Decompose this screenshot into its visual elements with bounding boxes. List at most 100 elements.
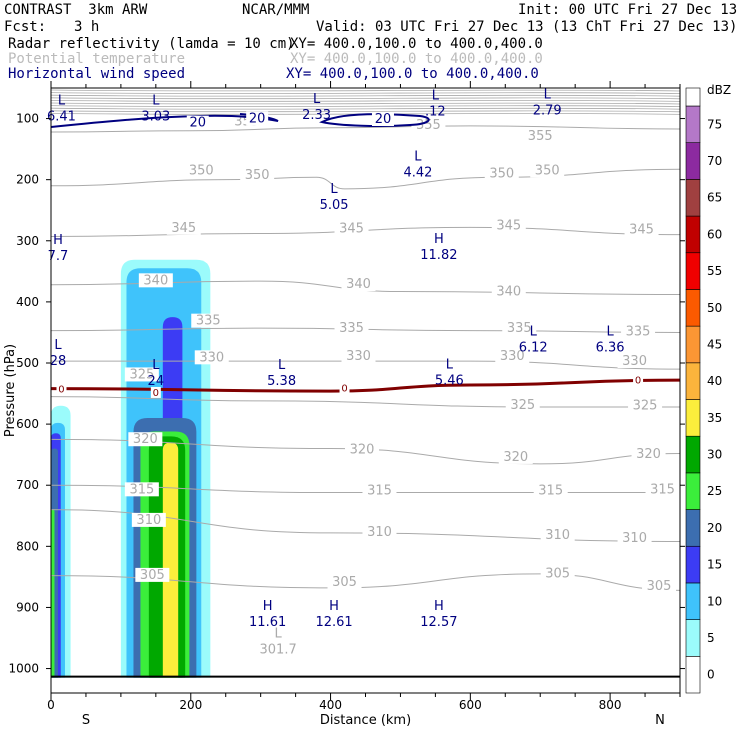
x-end-label-north: N	[655, 713, 665, 728]
y-tick-label: 1000	[8, 662, 39, 676]
theta-label-bg	[495, 349, 530, 364]
field-reflectivity-xy: XY= 400.0,100.0 to 400.0,400.0	[290, 36, 543, 52]
extremum-high-marker: H	[434, 599, 444, 614]
extremum-value: 11.61	[249, 615, 286, 630]
theta-label-315: 315	[538, 484, 563, 499]
theta-contour-305	[51, 573, 680, 591]
theta-label-bg	[341, 349, 376, 364]
colorbar-label-5: 5	[707, 631, 715, 645]
theta-label-335: 335	[507, 321, 532, 336]
wind-label-bg	[186, 115, 209, 130]
extremum-high-marker: H	[263, 599, 273, 614]
extremum-low-marker: L	[152, 358, 160, 373]
extremum-value: 7.7	[48, 249, 69, 264]
theta-label-345: 345	[171, 221, 196, 236]
extremum-value: 11.82	[420, 248, 457, 263]
freezing-level-contour: 0 0 0 0	[51, 374, 680, 678]
theta-label-325: 325	[633, 399, 658, 414]
reflectivity-cell-0-level-25	[51, 509, 55, 678]
theta-label-bg	[327, 575, 362, 590]
theta-label-bg	[491, 218, 526, 233]
theta-label-bg	[341, 277, 376, 291]
theta-label-bg	[617, 531, 652, 546]
theta-label-345: 345	[629, 223, 654, 238]
extremum-value: 5.05	[320, 198, 349, 213]
theta-label-bg	[523, 129, 558, 144]
x-end-label-south: S	[82, 713, 90, 728]
upper-isentrope	[51, 100, 680, 102]
theta-label-335: 335	[626, 325, 651, 340]
field-wind-name: Horizontal wind speed	[8, 66, 186, 82]
colorbar-swatch-70	[685, 142, 701, 180]
field-reflectivity-name: Radar reflectivity (lamda = 10 cm)	[8, 36, 295, 52]
theta-label-345: 345	[339, 221, 364, 236]
theta-label-330: 330	[199, 350, 224, 365]
theta-label-bg	[194, 350, 229, 365]
extremum-value: 6.41	[47, 109, 76, 124]
theta-label-340: 340	[346, 277, 371, 292]
theta-label-350: 350	[535, 163, 560, 178]
extremum-low-marker: L	[446, 357, 454, 372]
theta-label-305: 305	[545, 567, 570, 582]
colorbar-label-0: 0	[707, 668, 715, 682]
extremum-low-marker: L	[544, 87, 552, 102]
colorbar-swatch-45	[685, 325, 701, 364]
upper-isentrope	[51, 94, 680, 97]
extremum-value: 12.57	[420, 615, 457, 630]
theta-label-bg	[645, 482, 680, 497]
theta-label-325: 325	[129, 367, 154, 382]
theta-label-bg	[533, 483, 568, 498]
theta-label-bg	[124, 482, 159, 497]
theta-contour-325	[51, 396, 680, 408]
extremum-high-marker: H	[329, 599, 339, 614]
extremum-value: 5.46	[435, 373, 464, 388]
zero-label-bg	[56, 383, 67, 395]
colorbar-label-65: 65	[707, 191, 722, 205]
theta-label-bg	[628, 398, 663, 413]
theta-label-bg	[128, 432, 163, 447]
extremum-low-marker: L	[275, 626, 283, 641]
extremum-low-marker: L	[152, 93, 160, 108]
colorbar-label-10: 10	[707, 594, 722, 608]
zero-label: 0	[635, 376, 641, 387]
theta-label-340: 340	[143, 273, 168, 288]
y-tick-label: 400	[16, 295, 39, 309]
colorbar-label-35: 35	[707, 411, 722, 425]
forecast-hour: 3 h	[74, 19, 100, 35]
theta-label-345: 345	[496, 218, 521, 233]
wind-label-20: 20	[189, 116, 206, 131]
theta-label-330: 330	[500, 349, 525, 364]
colorbar-unit: dBZ	[707, 83, 731, 97]
colorbar-swatch-35	[685, 399, 701, 437]
upper-isentrope	[51, 110, 680, 113]
x-axis-title: Distance (km)	[320, 713, 411, 728]
theta-label-bg	[411, 118, 446, 133]
y-tick-label: 600	[16, 417, 39, 431]
theta-label-bg	[138, 273, 173, 288]
extremum-low-marker: L	[54, 338, 62, 353]
extremum-value: .12	[425, 105, 446, 120]
theta-contour-320	[51, 438, 680, 465]
forecast-label: Fcst:	[4, 19, 47, 35]
colorbar-swatch-15	[685, 545, 701, 584]
x-tick-label: 0	[47, 698, 55, 712]
theta-label-355: 355	[416, 118, 441, 133]
theta-label-330: 330	[346, 349, 371, 364]
extremum-low-marker: L	[432, 89, 440, 104]
colorbar-swatch-60	[685, 215, 701, 254]
x-tick-label: 800	[599, 698, 622, 712]
extremum-value: 301.7	[260, 642, 297, 657]
zero-label-bg	[339, 382, 350, 394]
colorbar-label-20: 20	[707, 521, 722, 535]
y-axis-title: Pressure (hPa)	[3, 344, 18, 437]
wind-label-bg	[246, 111, 269, 126]
theta-label-325: 325	[510, 398, 535, 413]
x-tick-label: 600	[459, 698, 482, 712]
theta-label-320: 320	[350, 443, 375, 458]
colorbar-swatch-55	[685, 252, 701, 290]
theta-label-bg	[540, 566, 575, 581]
extremum-value: 6.12	[519, 340, 548, 355]
theta-label-350: 350	[489, 166, 514, 181]
